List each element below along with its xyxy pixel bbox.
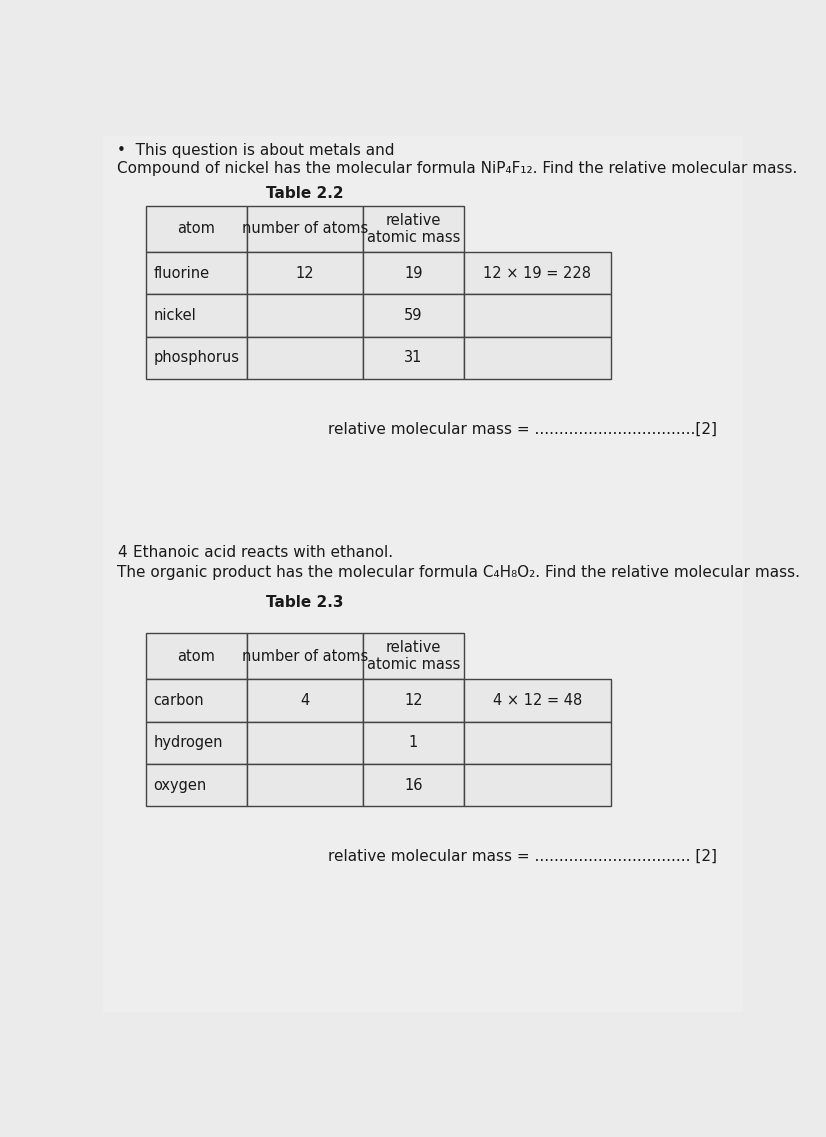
Text: 16: 16	[404, 778, 423, 792]
Bar	[363, 679, 463, 722]
Text: 19: 19	[404, 266, 423, 281]
Bar	[247, 633, 363, 679]
Bar	[247, 337, 363, 379]
Bar	[463, 294, 611, 337]
Bar	[146, 206, 247, 252]
Bar	[363, 294, 463, 337]
Text: 59: 59	[404, 308, 423, 323]
Text: hydrogen: hydrogen	[154, 736, 223, 750]
Text: Ethanoic acid reacts with ethanol.: Ethanoic acid reacts with ethanol.	[133, 545, 393, 559]
Text: 1: 1	[409, 736, 418, 750]
Text: Table 2.2: Table 2.2	[266, 185, 344, 201]
Bar	[463, 337, 611, 379]
Bar	[363, 722, 463, 764]
Bar	[463, 679, 611, 722]
Text: relative
atomic mass: relative atomic mass	[367, 640, 460, 672]
Text: •  This question is about metals and: • This question is about metals and	[117, 142, 395, 158]
Text: 31: 31	[404, 350, 422, 365]
Bar	[146, 252, 247, 294]
Text: relative molecular mass = ................................ [2]: relative molecular mass = ..............…	[328, 848, 717, 864]
Text: 4 × 12 = 48: 4 × 12 = 48	[492, 692, 582, 708]
Text: atom: atom	[178, 649, 216, 664]
Bar	[146, 337, 247, 379]
Text: Table 2.3: Table 2.3	[266, 596, 344, 611]
Bar	[363, 764, 463, 806]
Text: atom: atom	[178, 222, 216, 236]
Bar	[463, 722, 611, 764]
Bar	[463, 252, 611, 294]
Bar	[247, 679, 363, 722]
Text: 12 × 19 = 228: 12 × 19 = 228	[483, 266, 591, 281]
Bar	[247, 206, 363, 252]
Text: 12: 12	[404, 692, 423, 708]
Bar	[247, 294, 363, 337]
Bar	[247, 764, 363, 806]
Bar	[146, 294, 247, 337]
Text: The organic product has the molecular formula C₄H₈O₂. Find the relative molecula: The organic product has the molecular fo…	[117, 565, 800, 580]
Bar	[146, 764, 247, 806]
Bar	[146, 722, 247, 764]
Text: relative
atomic mass: relative atomic mass	[367, 213, 460, 246]
Bar	[247, 252, 363, 294]
Bar	[247, 722, 363, 764]
Text: number of atoms: number of atoms	[242, 649, 368, 664]
Text: 12: 12	[296, 266, 314, 281]
Text: carbon: carbon	[154, 692, 204, 708]
Text: Compound of nickel has the molecular formula NiP₄F₁₂. Find the relative molecula: Compound of nickel has the molecular for…	[117, 161, 798, 176]
Bar	[146, 679, 247, 722]
Bar	[363, 252, 463, 294]
Text: 4: 4	[117, 545, 127, 559]
Bar	[363, 206, 463, 252]
Text: fluorine: fluorine	[154, 266, 210, 281]
Text: oxygen: oxygen	[154, 778, 206, 792]
Text: nickel: nickel	[154, 308, 197, 323]
Text: number of atoms: number of atoms	[242, 222, 368, 236]
Text: phosphorus: phosphorus	[154, 350, 240, 365]
Bar	[146, 633, 247, 679]
Bar	[363, 633, 463, 679]
Text: 4: 4	[300, 692, 310, 708]
Text: relative molecular mass = .................................[2]: relative molecular mass = ..............…	[328, 422, 717, 437]
Bar	[463, 764, 611, 806]
Bar	[363, 337, 463, 379]
